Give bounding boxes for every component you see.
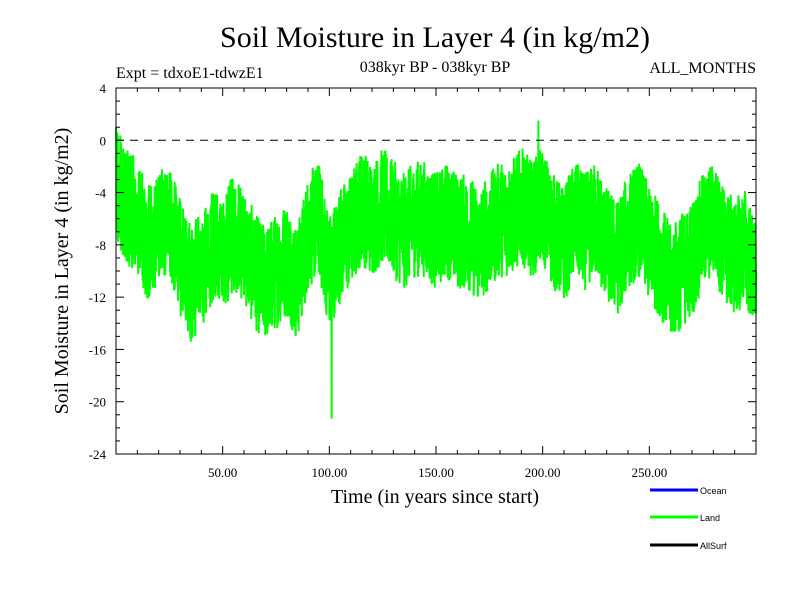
y-tick-label: -24 xyxy=(89,447,107,462)
legend: Ocean Land AllSurf xyxy=(650,486,727,551)
y-tick-label: 0 xyxy=(100,133,107,148)
legend-label-land: Land xyxy=(700,513,720,523)
chart-subtitle-left: Expt = tdxoE1-tdwzE1 xyxy=(116,65,264,82)
series-line-land xyxy=(115,120,757,419)
chart-subtitle-right: ALL_MONTHS xyxy=(649,60,756,77)
x-tick-label: 200.00 xyxy=(525,465,561,480)
legend-label-allsurf: AllSurf xyxy=(700,541,727,551)
chart-subtitle-center: 038kyr BP - 038kyr BP xyxy=(360,59,511,76)
x-tick-label: 100.00 xyxy=(311,465,347,480)
y-tick-label: -8 xyxy=(95,238,106,253)
y-tick-label: 4 xyxy=(100,81,107,96)
x-tick-label: 150.00 xyxy=(418,465,454,480)
plot-area: 4 0 -4 -8 -12 -16 -20 -24 50.00 100.00 150.00 200.0… xyxy=(89,81,757,480)
chart-title: Soil Moisture in Layer 4 (in kg/m2) xyxy=(220,21,650,54)
y-tick-label: -4 xyxy=(95,186,106,201)
x-tick-label: 250.00 xyxy=(631,465,667,480)
legend-label-ocean: Ocean xyxy=(700,486,727,496)
x-tick-label: 50.00 xyxy=(208,465,237,480)
y-axis-label: Soil Moisture in Layer 4 (in kg/m2) xyxy=(51,128,73,415)
y-tick-label: -20 xyxy=(89,395,106,410)
y-tick-label: -12 xyxy=(89,290,106,305)
x-axis-label: Time (in years since start) xyxy=(331,486,539,508)
y-tick-label: -16 xyxy=(89,342,107,357)
